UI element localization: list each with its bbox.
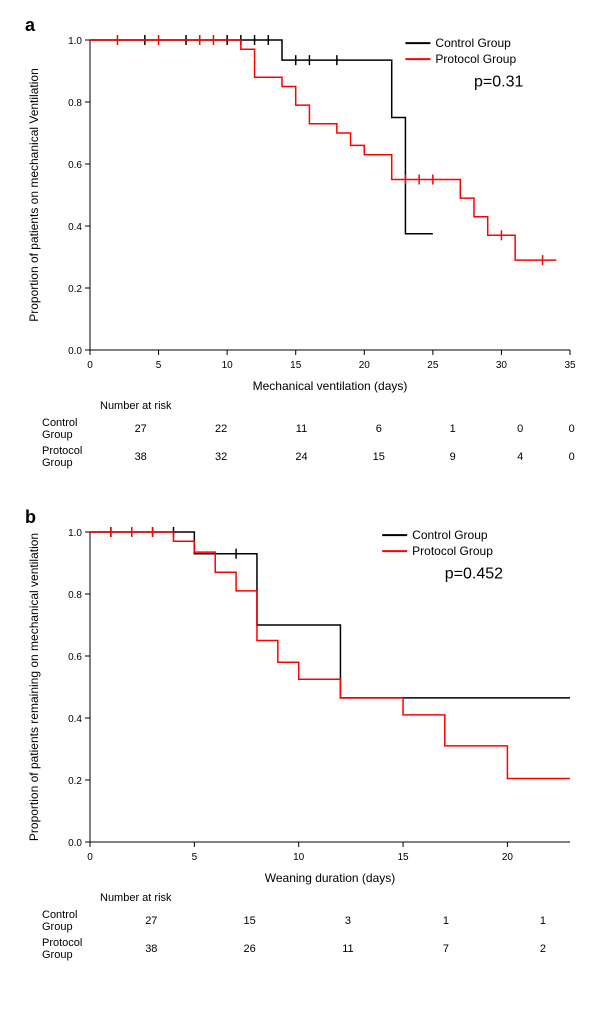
svg-text:35: 35 xyxy=(564,360,576,371)
svg-text:Proportion of patients remaini: Proportion of patients remaining on mech… xyxy=(27,533,41,841)
risk-table-a: Control Group2722116100Protocol Group383… xyxy=(40,414,592,472)
svg-text:5: 5 xyxy=(156,360,162,371)
svg-text:0.8: 0.8 xyxy=(68,98,82,109)
svg-text:20: 20 xyxy=(502,852,514,863)
svg-text:0.0: 0.0 xyxy=(68,838,82,849)
risk-title-a: Number at risk xyxy=(100,400,592,412)
svg-text:0.4: 0.4 xyxy=(68,714,82,725)
svg-text:0.8: 0.8 xyxy=(68,590,82,601)
svg-text:10: 10 xyxy=(222,360,234,371)
svg-text:Control Group: Control Group xyxy=(412,528,488,542)
svg-text:1.0: 1.0 xyxy=(68,36,82,47)
chart-a-container: a 0.00.20.40.60.81.005101520253035Mechan… xyxy=(20,20,592,472)
svg-text:Mechanical ventilation (days): Mechanical ventilation (days) xyxy=(253,379,408,393)
svg-text:1.0: 1.0 xyxy=(68,528,82,539)
svg-text:10: 10 xyxy=(293,852,305,863)
svg-text:15: 15 xyxy=(290,360,302,371)
svg-text:30: 30 xyxy=(496,360,508,371)
svg-text:Protocol Group: Protocol Group xyxy=(435,52,516,66)
svg-text:0.2: 0.2 xyxy=(68,284,82,295)
svg-text:0.2: 0.2 xyxy=(68,776,82,787)
svg-text:0.4: 0.4 xyxy=(68,222,82,233)
chart-b-svg: 0.0 0.2 0.4 0.6 0.8 1.0 0 5 10 15 20 Weaning durati… xyxy=(20,512,590,892)
svg-text:p=0.31: p=0.31 xyxy=(474,74,523,91)
svg-text:25: 25 xyxy=(427,360,439,371)
panel-label-a: a xyxy=(25,15,35,36)
svg-text:Control Group: Control Group xyxy=(435,36,511,50)
svg-text:p=0.452: p=0.452 xyxy=(445,566,503,583)
panel-label-b: b xyxy=(25,507,36,528)
svg-text:0.0: 0.0 xyxy=(68,346,82,357)
chart-a-svg: 0.0 0.2 0.4 0.6 0.8 1.0 0 5 10 15 20 25 30 35 Mechanic… xyxy=(20,20,590,400)
svg-text:0: 0 xyxy=(87,852,93,863)
chart-b-container: b 0.00.20.40.60.81.005101520Weaning dura… xyxy=(20,512,592,964)
svg-text:0.6: 0.6 xyxy=(68,652,82,663)
risk-table-b: Control Group2715311Protocol Group382611… xyxy=(40,906,592,964)
svg-text:Protocol Group: Protocol Group xyxy=(412,544,493,558)
svg-text:0: 0 xyxy=(87,360,93,371)
risk-title-b: Number at risk xyxy=(100,892,592,904)
svg-text:Weaning duration (days): Weaning duration (days) xyxy=(265,871,396,885)
svg-text:0.6: 0.6 xyxy=(68,160,82,171)
svg-text:20: 20 xyxy=(359,360,371,371)
svg-text:5: 5 xyxy=(192,852,198,863)
svg-text:15: 15 xyxy=(397,852,409,863)
svg-text:Proportion of patients on mech: Proportion of patients on mechanical Ven… xyxy=(27,68,41,322)
